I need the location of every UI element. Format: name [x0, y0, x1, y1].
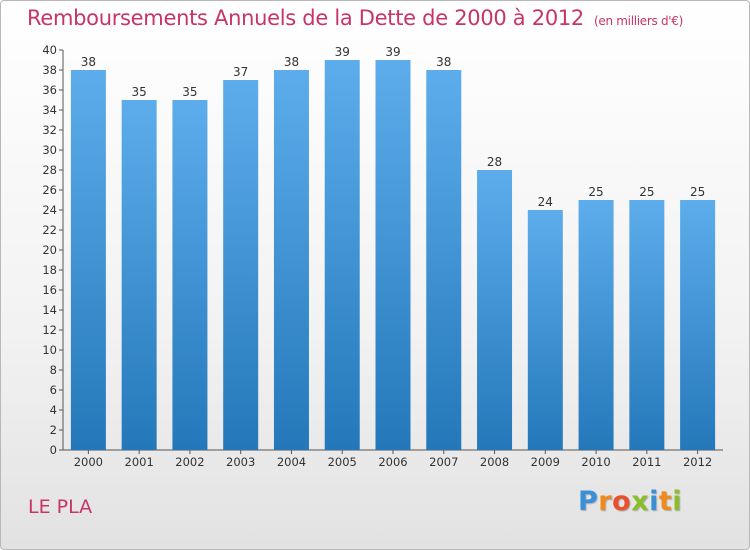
y-tick-label: 38 — [42, 63, 57, 77]
x-tick-label: 2010 — [581, 455, 610, 469]
bar-2005 — [324, 60, 360, 450]
y-tick-label: 8 — [50, 363, 57, 377]
y-tick-label: 0 — [50, 443, 57, 457]
y-tick-label: 2 — [50, 423, 57, 437]
bar-2004 — [273, 70, 309, 450]
bar-2011 — [629, 200, 665, 450]
x-tick-label: 2005 — [328, 455, 357, 469]
unit-note: (en milliers d'€) — [594, 14, 684, 28]
y-tick-label: 24 — [42, 203, 57, 217]
data-label: 38 — [284, 55, 299, 69]
x-tick-label: 2001 — [125, 455, 154, 469]
data-label: 24 — [538, 195, 553, 209]
bar-2012 — [680, 200, 716, 450]
y-tick-label: 12 — [42, 323, 57, 337]
y-tick-label: 22 — [42, 223, 57, 237]
chart-title: Remboursements Annuels de la Dette de 20… — [27, 6, 683, 30]
y-tick-label: 34 — [42, 103, 57, 117]
logo-letter: t — [658, 486, 673, 517]
data-label: 35 — [182, 85, 197, 99]
y-tick-label: 14 — [42, 303, 57, 317]
x-tick-label: 2011 — [632, 455, 661, 469]
data-label: 39 — [385, 45, 400, 59]
proxiti-logo[interactable]: Proxiti — [578, 486, 682, 517]
data-label: 39 — [335, 45, 350, 59]
data-label: 35 — [132, 85, 147, 99]
logo-letter: o — [612, 486, 632, 517]
x-tick-label: 2004 — [277, 455, 306, 469]
bar-2000 — [70, 70, 106, 450]
x-tick-label: 2002 — [175, 455, 204, 469]
x-tick-label: 2009 — [531, 455, 560, 469]
bar-2010 — [578, 200, 614, 450]
logo-letter: x — [631, 486, 650, 517]
y-tick-label: 4 — [50, 403, 57, 417]
x-tick-label: 2008 — [480, 455, 509, 469]
y-tick-label: 26 — [42, 183, 57, 197]
y-tick-label: 40 — [42, 43, 57, 57]
y-tick-label: 20 — [42, 243, 57, 257]
x-tick-label: 2003 — [226, 455, 255, 469]
y-tick-label: 10 — [42, 343, 57, 357]
logo-letter: P — [578, 486, 599, 517]
bars — [70, 60, 716, 450]
commune-name: LE PLA — [28, 496, 93, 518]
logo-letter: i — [649, 486, 659, 517]
data-label: 25 — [588, 185, 603, 199]
y-tick-label: 28 — [42, 163, 57, 177]
data-label: 38 — [81, 55, 96, 69]
data-label: 38 — [436, 55, 451, 69]
bar-2003 — [223, 80, 259, 450]
y-tick-label: 6 — [50, 383, 57, 397]
bar-2002 — [172, 100, 208, 450]
logo-letter: r — [598, 486, 613, 517]
y-tick-label: 36 — [42, 83, 57, 97]
y-tick-label: 16 — [42, 283, 57, 297]
y-tick-label: 18 — [42, 263, 57, 277]
x-tick-label: 2012 — [683, 455, 712, 469]
x-tick-label: 2000 — [74, 455, 103, 469]
x-tick-label: 2006 — [378, 455, 407, 469]
y-tick-label: 30 — [42, 143, 57, 157]
bar-2008 — [477, 170, 513, 450]
x-tick-label: 2007 — [429, 455, 458, 469]
y-tick-label: 32 — [42, 123, 57, 137]
bar-2009 — [527, 210, 563, 450]
bar-2006 — [375, 60, 411, 450]
data-label: 25 — [639, 185, 654, 199]
data-label: 25 — [690, 185, 705, 199]
data-labels: 38 35 35 37 38 39 39 38 28 24 25 25 25 — [81, 45, 706, 209]
chart-title-text: Remboursements Annuels de la Dette de 20… — [27, 6, 584, 30]
bar-2001 — [121, 100, 157, 450]
data-label: 37 — [233, 65, 248, 79]
bar-2007 — [426, 70, 462, 450]
logo-letter: i — [672, 486, 683, 517]
data-label: 28 — [487, 155, 502, 169]
